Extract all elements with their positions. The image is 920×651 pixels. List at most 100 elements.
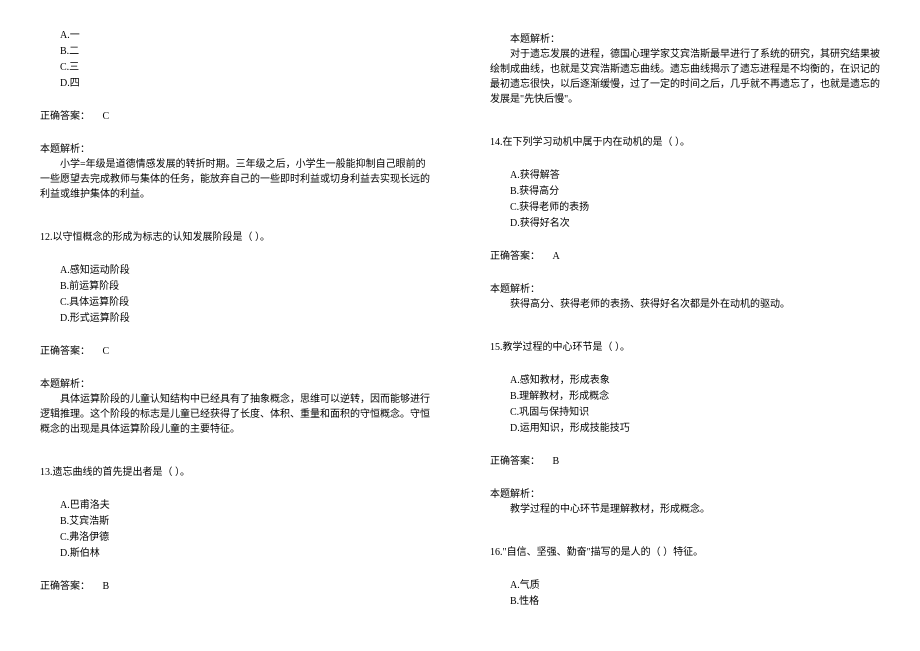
- option-letter: A: [510, 580, 517, 591]
- q11-options: A.一 B.二 C.三 D.四: [60, 28, 430, 91]
- option-text: 巴甫洛夫: [70, 500, 110, 511]
- q11-option-a: A.一: [60, 28, 430, 43]
- option-text: 四: [70, 78, 80, 89]
- q12-options: A.感知运动阶段 B.前运算阶段 C.具体运算阶段 D.形式运算阶段: [60, 263, 430, 326]
- q16-stem: 16."自信、坚强、勤奋"描写的是人的（ ）特征。: [490, 545, 880, 560]
- answer-label: 正确答案：: [490, 456, 540, 467]
- option-text: 一: [70, 30, 80, 41]
- option-letter: A: [510, 375, 517, 386]
- q14-analysis-text: 获得高分、获得老师的表扬、获得好名次都是外在动机的驱动。: [490, 297, 880, 312]
- q13-analysis-label: 本题解析：: [490, 32, 880, 47]
- q12-analysis-text: 具体运算阶段的儿童认知结构中已经具有了抽象概念，思维可以逆转，因而能够进行逻辑推…: [40, 392, 430, 437]
- q13-option-c: C.弗洛伊德: [60, 530, 430, 545]
- option-letter: B: [60, 46, 67, 57]
- option-text: 运用知识，形成技能技巧: [520, 423, 630, 434]
- answer-label: 正确答案：: [40, 581, 90, 592]
- q15-stem: 15.教学过程的中心环节是（ ）。: [490, 340, 880, 355]
- q15-option-b: B.理解教材，形成概念: [510, 389, 880, 404]
- q12-option-c: C.具体运算阶段: [60, 295, 430, 310]
- q16-options: A.气质 B.性格: [510, 578, 880, 609]
- q12-analysis-label: 本题解析：: [40, 377, 430, 392]
- q14-analysis-label: 本题解析：: [490, 282, 880, 297]
- q13-options: A.巴甫洛夫 B.艾宾浩斯 C.弗洛伊德 D.斯伯林: [60, 498, 430, 561]
- option-letter: B: [60, 281, 67, 292]
- option-text: 获得高分: [519, 186, 559, 197]
- option-text: 二: [69, 46, 79, 57]
- option-letter: D: [60, 78, 67, 89]
- option-letter: C: [60, 532, 67, 543]
- option-letter: C: [60, 62, 67, 73]
- option-text: 形式运算阶段: [70, 313, 130, 324]
- q12-answer-line: 正确答案： C: [40, 344, 430, 359]
- q15-option-a: A.感知教材，形成表象: [510, 373, 880, 388]
- q11-option-d: D.四: [60, 76, 430, 91]
- option-text: 具体运算阶段: [69, 297, 129, 308]
- q15-analysis-text: 教学过程的中心环节是理解教材，形成概念。: [490, 502, 880, 517]
- option-letter: C: [60, 297, 67, 308]
- q14-options: A.获得解答 B.获得高分 C.获得老师的表扬 D.获得好名次: [510, 168, 880, 231]
- option-text: 前运算阶段: [69, 281, 119, 292]
- q15-answer-line: 正确答案： B: [490, 454, 880, 469]
- option-letter: D: [510, 423, 517, 434]
- q13-option-d: D.斯伯林: [60, 546, 430, 561]
- q13-option-b: B.艾宾浩斯: [60, 514, 430, 529]
- answer-label: 正确答案：: [490, 251, 540, 262]
- q14-option-d: D.获得好名次: [510, 216, 880, 231]
- q14-stem: 14.在下列学习动机中属于内在动机的是（ ）。: [490, 135, 880, 150]
- answer-label: 正确答案：: [40, 111, 90, 122]
- answer-value: C: [103, 346, 110, 357]
- q15-analysis-label: 本题解析：: [490, 487, 880, 502]
- q14-option-a: A.获得解答: [510, 168, 880, 183]
- q12-stem: 12.以守恒概念的形成为标志的认知发展阶段是（ ）。: [40, 230, 430, 245]
- q11-analysis-label: 本题解析：: [40, 142, 430, 157]
- q14-option-b: B.获得高分: [510, 184, 880, 199]
- q15-option-c: C.巩固与保持知识: [510, 405, 880, 420]
- option-text: 理解教材，形成概念: [519, 391, 609, 402]
- q11-analysis-text: 小学=年级是道德情感发展的转折时期。三年级之后，小学生一般能抑制自己眼前的一些愿…: [40, 157, 430, 202]
- option-letter: B: [510, 596, 517, 607]
- q15-option-d: D.运用知识，形成技能技巧: [510, 421, 880, 436]
- option-text: 斯伯林: [70, 548, 100, 559]
- q14-answer-line: 正确答案： A: [490, 249, 880, 264]
- option-letter: B: [510, 186, 517, 197]
- option-text: 获得好名次: [520, 218, 570, 229]
- left-column: A.一 B.二 C.三 D.四 正确答案： C 本题解析： 小学=年级是道德情感…: [0, 0, 460, 651]
- option-letter: A: [60, 265, 67, 276]
- option-letter: A: [510, 170, 517, 181]
- option-text: 获得老师的表扬: [519, 202, 589, 213]
- option-text: 气质: [520, 580, 540, 591]
- option-text: 三: [69, 62, 79, 73]
- option-letter: B: [60, 516, 67, 527]
- option-letter: A: [60, 500, 67, 511]
- option-letter: D: [510, 218, 517, 229]
- q16-option-a: A.气质: [510, 578, 880, 593]
- answer-value: A: [553, 251, 560, 262]
- option-text: 艾宾浩斯: [69, 516, 109, 527]
- q12-option-b: B.前运算阶段: [60, 279, 430, 294]
- q15-options: A.感知教材，形成表象 B.理解教材，形成概念 C.巩固与保持知识 D.运用知识…: [510, 373, 880, 436]
- page-container: A.一 B.二 C.三 D.四 正确答案： C 本题解析： 小学=年级是道德情感…: [0, 0, 920, 651]
- option-text: 性格: [519, 596, 539, 607]
- q14-option-c: C.获得老师的表扬: [510, 200, 880, 215]
- option-letter: A: [60, 30, 67, 41]
- q11-option-c: C.三: [60, 60, 430, 75]
- q13-option-a: A.巴甫洛夫: [60, 498, 430, 513]
- q13-stem: 13.遗忘曲线的首先提出者是（ ）。: [40, 465, 430, 480]
- option-text: 感知教材，形成表象: [520, 375, 610, 386]
- option-text: 巩固与保持知识: [519, 407, 589, 418]
- q12-option-d: D.形式运算阶段: [60, 311, 430, 326]
- q13-analysis-text: 对于遗忘发展的进程，德国心理学家艾宾浩斯最早进行了系统的研究，其研究结果被绘制成…: [490, 47, 880, 107]
- option-letter: D: [60, 548, 67, 559]
- option-text: 获得解答: [520, 170, 560, 181]
- option-letter: B: [510, 391, 517, 402]
- option-text: 弗洛伊德: [69, 532, 109, 543]
- q13-answer-line: 正确答案： B: [40, 579, 430, 594]
- option-letter: C: [510, 202, 517, 213]
- answer-value: B: [553, 456, 560, 467]
- option-letter: D: [60, 313, 67, 324]
- q11-answer-line: 正确答案： C: [40, 109, 430, 124]
- answer-value: B: [103, 581, 110, 592]
- answer-label: 正确答案：: [40, 346, 90, 357]
- q11-option-b: B.二: [60, 44, 430, 59]
- right-column: 本题解析： 对于遗忘发展的进程，德国心理学家艾宾浩斯最早进行了系统的研究，其研究…: [460, 0, 920, 651]
